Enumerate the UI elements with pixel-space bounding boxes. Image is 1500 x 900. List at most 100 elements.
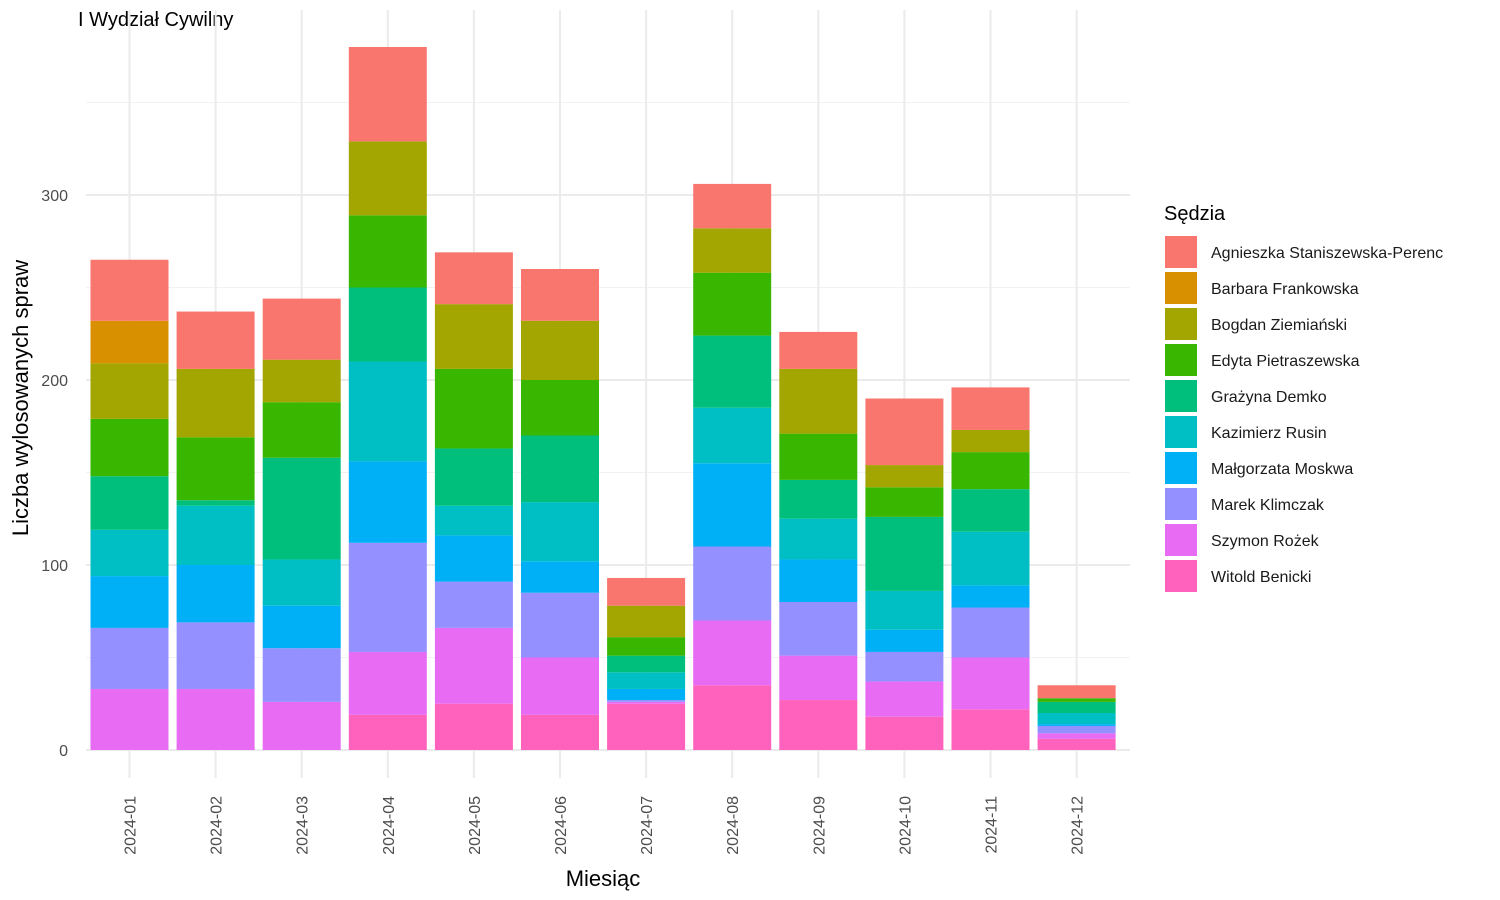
bar-segment: [1037, 733, 1116, 739]
bar-segment: [779, 559, 858, 602]
bar-segment: [1037, 698, 1116, 702]
bar-segment: [348, 714, 427, 750]
x-axis-title: Miesiąc: [566, 866, 641, 891]
bar-segment: [262, 359, 341, 403]
bar-segment: [865, 651, 944, 682]
bar-segment: [434, 448, 513, 506]
legend-label: Agnieszka Staniszewska-Perenc: [1211, 245, 1443, 262]
bar-segment: [262, 457, 341, 560]
legend-label: Kazimierz Rusin: [1211, 425, 1327, 442]
bar-segment: [90, 363, 169, 419]
bar-segment: [951, 387, 1030, 430]
bar-segment: [865, 516, 944, 591]
bar-segment: [90, 320, 169, 364]
bar-segment: [348, 461, 427, 543]
bar-segment: [1037, 685, 1116, 699]
legend-label: Szymon Rożek: [1211, 533, 1320, 550]
bar-segment: [693, 546, 772, 621]
legend-swatch: [1165, 272, 1197, 304]
bar-segment: [951, 429, 1030, 453]
bar-segment: [1037, 738, 1116, 750]
bar-segment: [693, 407, 772, 464]
y-axis-ticks: 0 100 200 300: [41, 188, 68, 760]
bar-segment: [779, 433, 858, 480]
bar-segment: [607, 672, 686, 689]
bar-segment: [434, 505, 513, 536]
bar-segment: [779, 602, 858, 656]
bar-segment: [521, 592, 599, 658]
y-axis-title: Liczba wylosowanych spraw: [8, 260, 33, 536]
bar-segment: [521, 561, 599, 593]
x-tick-label: 2024-01: [123, 796, 140, 855]
bar-segment: [951, 709, 1030, 750]
bar-segment: [176, 311, 255, 369]
bar-segment: [779, 700, 858, 750]
bar-segment: [693, 272, 772, 336]
bar-segment: [434, 627, 513, 704]
bar-segment: [90, 627, 169, 689]
legend-title: Sędzia: [1164, 203, 1226, 225]
bar-segment: [348, 141, 427, 216]
bar-segment: [865, 487, 944, 517]
bar-segment: [434, 252, 513, 305]
bar-segment: [176, 368, 255, 438]
bar-segment: [90, 418, 169, 477]
x-tick-label: 2024-02: [209, 796, 226, 855]
bar-segment: [176, 688, 255, 750]
legend-label: Edyta Pietraszewska: [1211, 353, 1360, 370]
y-tick-label: 100: [41, 558, 68, 575]
bar-segment: [607, 605, 686, 638]
x-tick-label: 2024-06: [553, 796, 570, 855]
legend-label: Małgorzata Moskwa: [1211, 461, 1353, 478]
bar-segment: [434, 304, 513, 369]
legend-swatch: [1165, 308, 1197, 340]
bar-segment: [693, 228, 772, 273]
bar-segment: [865, 398, 944, 466]
bar-segment: [693, 620, 772, 686]
bar-segment: [176, 505, 255, 565]
bar-segment: [693, 463, 772, 547]
bar-segment: [90, 529, 169, 577]
bar-segment: [521, 435, 599, 503]
bar-segment: [521, 502, 599, 562]
bar-segment: [90, 688, 169, 750]
bar-segment: [176, 565, 255, 623]
bar-segment: [90, 259, 169, 321]
bar-segment: [865, 629, 944, 652]
legend-label: Barbara Frankowska: [1211, 281, 1359, 298]
legend-label: Bogdan Ziemiański: [1211, 317, 1347, 334]
x-tick-label: 2024-10: [897, 796, 914, 855]
bar-segment: [434, 368, 513, 449]
chart-title: I Wydział Cywilny: [78, 9, 233, 31]
bar-segment: [607, 688, 686, 701]
y-tick-label: 200: [41, 373, 68, 390]
bar-segment: [779, 331, 858, 369]
legend-label: Grażyna Demko: [1211, 389, 1327, 406]
bar-segment: [348, 542, 427, 652]
x-tick-label: 2024-09: [811, 796, 828, 855]
bar-segment: [90, 476, 169, 530]
bar-segment: [1037, 713, 1116, 725]
bar-segment: [951, 531, 1030, 586]
bar-segment: [521, 320, 599, 380]
x-tick-label: 2024-07: [639, 796, 656, 855]
x-tick-label: 2024-03: [295, 796, 312, 855]
bar-segment: [262, 559, 341, 606]
bar-segment: [607, 700, 686, 702]
bar-segment: [865, 716, 944, 750]
x-tick-label: 2024-12: [1070, 796, 1087, 855]
bar-segment: [607, 701, 686, 704]
bar-segment: [779, 518, 858, 560]
bar-segment: [521, 714, 599, 750]
y-tick-label: 0: [59, 743, 68, 760]
bar-segment: [607, 637, 686, 656]
bar-segment: [951, 607, 1030, 658]
legend-swatch: [1165, 416, 1197, 448]
bar-segment: [865, 681, 944, 717]
bar-segment: [1037, 725, 1116, 734]
bar-segment: [693, 335, 772, 408]
x-tick-label: 2024-05: [467, 796, 484, 855]
legend-swatch: [1165, 452, 1197, 484]
legend-swatch: [1165, 344, 1197, 376]
